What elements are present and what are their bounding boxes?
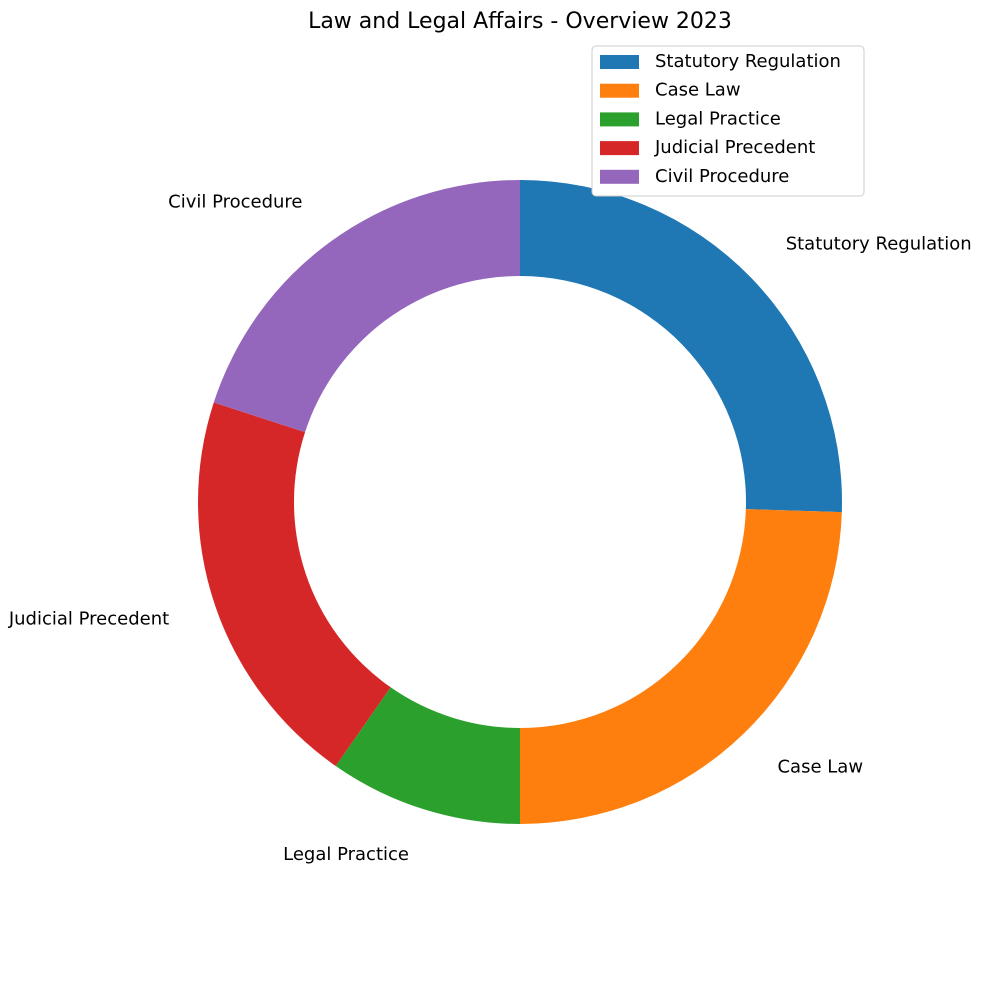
slice-civil-procedure (213, 180, 520, 433)
legend-swatch-statutory-regulation (600, 55, 639, 69)
slice-statutory-regulation (520, 180, 842, 513)
slice-label-civil-procedure: Civil Procedure (168, 192, 302, 213)
slice-judicial-precedent (197, 402, 391, 767)
legend-frame (591, 45, 865, 197)
legend-label-judicial-precedent: Judicial Precedent (654, 137, 815, 158)
slice-labels: Statutory Regulation Case Law Legal Practi… (8, 192, 972, 865)
slice-label-judicial-precedent: Judicial Precedent (8, 609, 169, 630)
legend-label-statutory-regulation: Statutory Regulation (655, 51, 841, 72)
legend-swatch-judicial-precedent (600, 141, 639, 156)
slice-legal-practice (335, 687, 520, 824)
legend-swatch-legal-practice (600, 112, 639, 127)
slice-label-legal-practice: Legal Practice (283, 844, 409, 865)
donut-slices (197, 180, 842, 824)
slice-case-law (520, 509, 842, 824)
legend-label-civil-procedure: Civil Procedure (655, 166, 789, 187)
legend-swatch-civil-procedure (600, 169, 639, 184)
legend-swatch-case-law (600, 83, 639, 98)
legend-label-legal-practice: Legal Practice (655, 108, 781, 129)
legend: Statutory Regulation Case Law Legal Practi… (591, 45, 865, 197)
legend-label-case-law: Case Law (655, 80, 741, 101)
chart-title: Law and Legal Affairs - Overview 2023 (308, 9, 732, 34)
slice-label-statutory-regulation: Statutory Regulation (786, 234, 972, 255)
slice-label-case-law: Case Law (777, 757, 863, 778)
